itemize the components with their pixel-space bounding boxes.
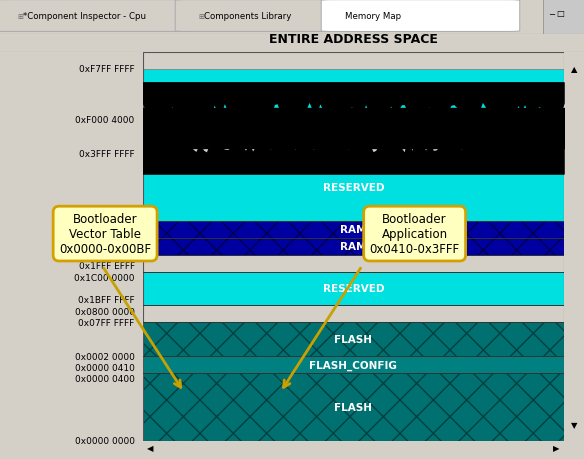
Text: 0x1C00 0000: 0x1C00 0000	[74, 274, 135, 282]
Text: Memory Map: Memory Map	[345, 12, 401, 21]
Text: Components Library: Components Library	[204, 12, 292, 21]
Text: 0x1FFF EFFF: 0x1FFF EFFF	[78, 262, 135, 271]
FancyArrowPatch shape	[104, 269, 181, 387]
Text: 0x0002 0000: 0x0002 0000	[75, 352, 135, 361]
Text: FLASH: FLASH	[334, 335, 373, 344]
Text: RAM: RAM	[340, 225, 367, 235]
Text: 0x0800 0000: 0x0800 0000	[75, 307, 135, 316]
Bar	[143, 154, 564, 221]
FancyArrowPatch shape	[283, 269, 360, 387]
FancyBboxPatch shape	[175, 0, 374, 32]
Text: 0x1FFF F000: 0x1FFF F000	[77, 251, 135, 260]
Text: ▼: ▼	[571, 420, 577, 429]
Bar	[143, 323, 564, 356]
Text: □: □	[557, 9, 565, 18]
Text: 0x07FF FFFF: 0x07FF FFFF	[78, 318, 135, 327]
Text: FLASH: FLASH	[334, 402, 373, 412]
Text: Bootloader
Application
0x0410-0x3FFF: Bootloader Application 0x0410-0x3FFF	[370, 213, 460, 256]
Text: RESERVED: RESERVED	[322, 284, 384, 294]
FancyBboxPatch shape	[321, 0, 520, 32]
Text: *Component Inspector - Cpu: *Component Inspector - Cpu	[23, 12, 147, 21]
Bar	[143, 221, 564, 238]
Text: FLASH_CONFIG: FLASH_CONFIG	[310, 360, 397, 370]
Bar	[543, 0, 584, 34]
Text: ENTIRE ADDRESS SPACE: ENTIRE ADDRESS SPACE	[269, 33, 438, 46]
Bar	[143, 356, 564, 373]
Text: 0x1BFF FFFF: 0x1BFF FFFF	[78, 295, 135, 304]
Text: ◀: ◀	[147, 443, 154, 452]
Text: 0x2000 3000: 0x2000 3000	[75, 217, 135, 226]
Text: 0x0000 0410: 0x0000 0410	[75, 363, 135, 372]
Bar	[143, 238, 564, 255]
Text: Bootloader
Vector Table
0x0000-0x00BF: Bootloader Vector Table 0x0000-0x00BF	[59, 213, 151, 256]
Text: RESERVED: RESERVED	[322, 90, 384, 100]
Text: ⊞: ⊞	[18, 13, 23, 20]
FancyBboxPatch shape	[0, 0, 193, 32]
Text: ⊞: ⊞	[199, 13, 204, 20]
Text: 0x3FFF FFFF: 0x3FFF FFFF	[79, 150, 135, 158]
Text: 0x2000 0000: 0x2000 0000	[75, 234, 135, 243]
Text: 0xF000 4000: 0xF000 4000	[75, 116, 135, 125]
Bar	[143, 373, 564, 441]
Text: ─: ─	[550, 9, 554, 18]
Bar	[143, 134, 564, 151]
Text: RAM: RAM	[340, 242, 367, 252]
Text: 0xF7FF FFFF: 0xF7FF FFFF	[79, 65, 135, 74]
Text: ▶: ▶	[553, 443, 559, 452]
Text: 0x0000 0400: 0x0000 0400	[75, 375, 135, 384]
Text: RESERVED: RESERVED	[322, 183, 384, 193]
Bar	[143, 272, 564, 306]
Text: ▲: ▲	[571, 64, 577, 73]
Text: 0x0000 0000: 0x0000 0000	[75, 436, 135, 445]
Bar	[143, 70, 564, 120]
